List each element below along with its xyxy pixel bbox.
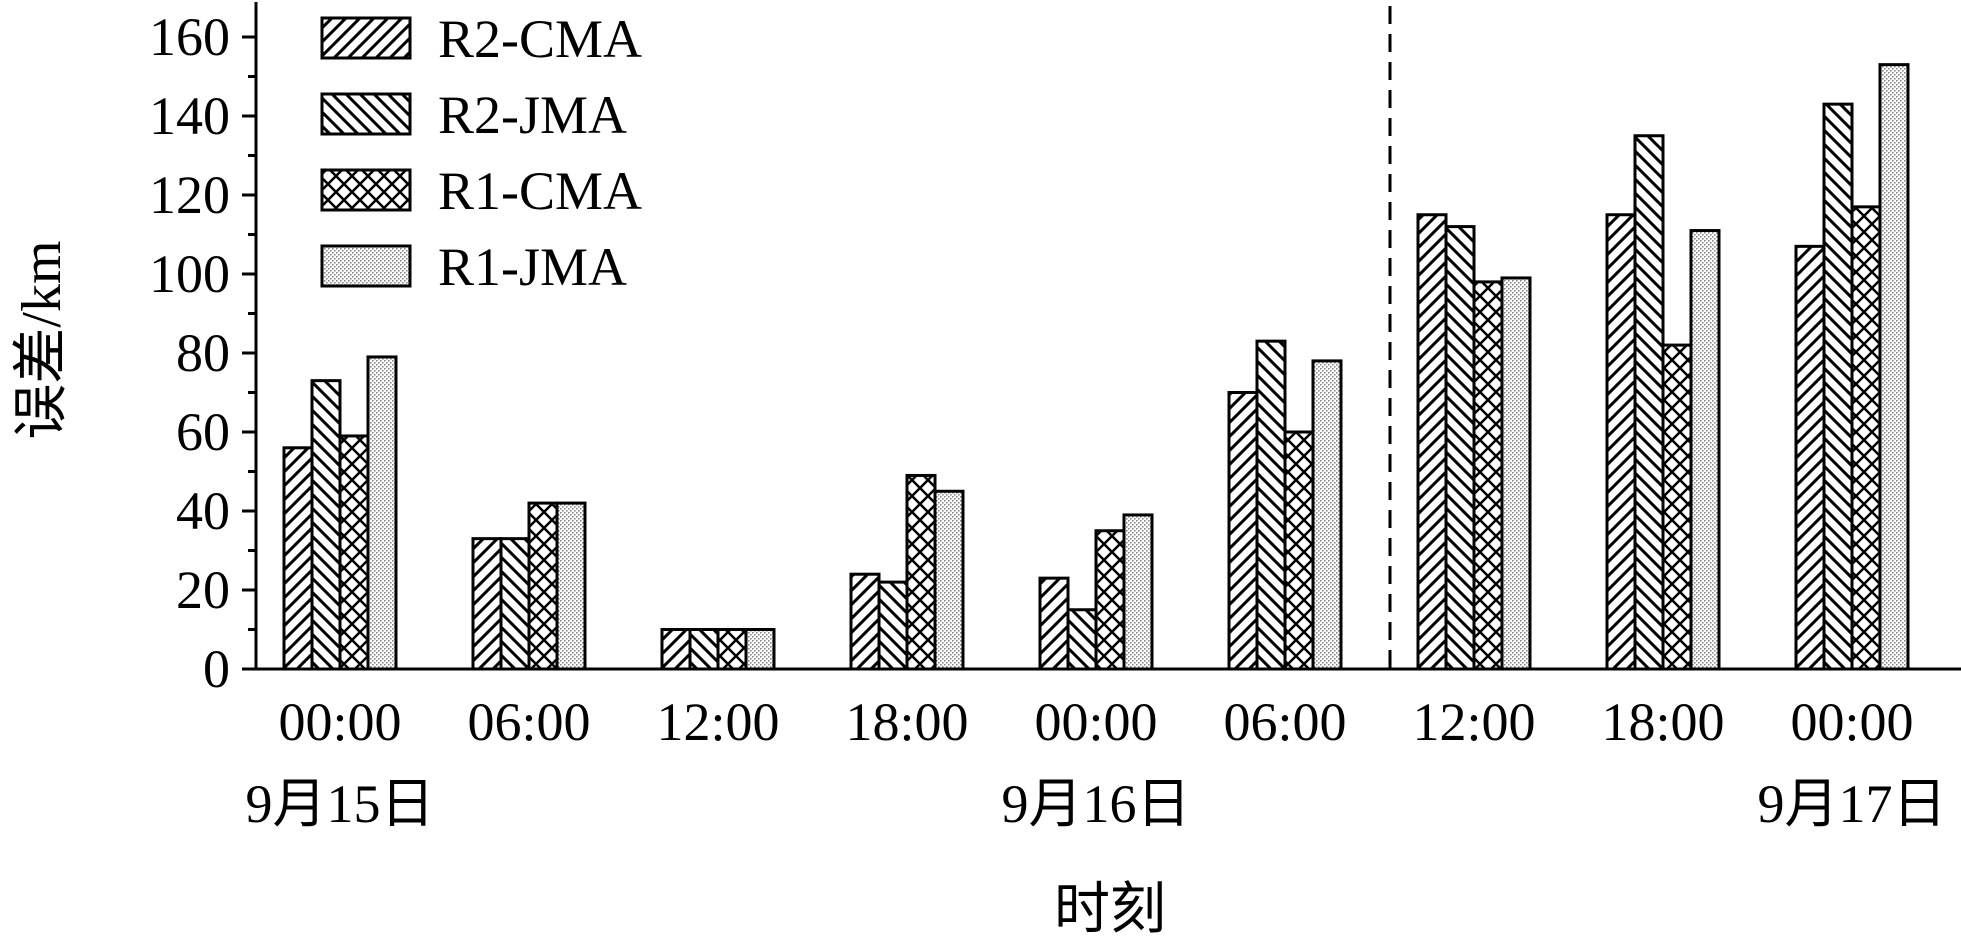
legend-swatch-r2-cma	[320, 16, 412, 60]
date-label: 9月15日	[246, 774, 435, 834]
x-tick-label: 06:00	[1223, 692, 1346, 752]
date-label: 9月17日	[1758, 774, 1947, 834]
bar-r2-cma-8	[1794, 244, 1826, 671]
bar-r2-cma-4	[1038, 576, 1070, 671]
bar-r1-cma-3	[905, 473, 937, 671]
x-tick-label: 18:00	[1601, 692, 1724, 752]
y-tick-label: 80	[176, 323, 230, 383]
legend-label: R2-CMA	[438, 9, 642, 69]
bar-r2-cma-1	[471, 537, 503, 671]
legend-label: R1-CMA	[438, 161, 642, 221]
legend-swatch-r1-jma	[320, 244, 412, 288]
bar-r1-jma-4	[1122, 513, 1154, 671]
bar-r2-jma-4	[1066, 608, 1098, 671]
legend: R2-CMA R2-JMA R1-CMA R1-JMA	[320, 9, 642, 297]
x-tick-label: 12:00	[656, 692, 779, 752]
x-tick-label: 12:00	[1412, 692, 1535, 752]
bar-r2-jma-5	[1255, 339, 1287, 671]
legend-label: R2-JMA	[438, 85, 627, 145]
bar-r1-cma-0	[338, 434, 370, 671]
y-tick-label: 140	[149, 86, 230, 146]
bar-r1-jma-8	[1878, 63, 1910, 671]
bar-r1-jma-2	[744, 628, 776, 671]
bar-r1-cma-8	[1850, 205, 1882, 671]
y-tick-label: 100	[149, 244, 230, 304]
legend-label: R1-JMA	[438, 237, 627, 297]
bar-r2-cma-5	[1227, 391, 1259, 671]
bar-r2-cma-3	[849, 572, 881, 671]
bars	[282, 63, 1910, 671]
y-axis-ticks: 0 20 40 60 80 100 120 140 160	[149, 7, 256, 699]
x-tick-label: 18:00	[845, 692, 968, 752]
legend-swatch-r2-jma	[320, 92, 412, 136]
bar-r1-cma-1	[527, 501, 559, 671]
bar-r2-jma-7	[1633, 134, 1665, 671]
bar-r1-jma-3	[933, 489, 965, 671]
y-tick-label: 0	[203, 639, 230, 699]
bar-r1-jma-5	[1311, 359, 1343, 671]
bar-r2-jma-1	[499, 537, 531, 671]
x-tick-label: 00:00	[278, 692, 401, 752]
y-tick-label: 40	[176, 481, 230, 541]
bar-r2-jma-3	[877, 580, 909, 671]
bar-r1-cma-4	[1094, 529, 1126, 671]
bar-r2-cma-7	[1605, 213, 1637, 671]
bar-r2-cma-2	[660, 628, 692, 671]
bar-r1-cma-5	[1283, 430, 1315, 671]
bar-r2-jma-2	[688, 628, 720, 671]
y-axis-label: 误差/km	[11, 240, 73, 439]
x-tick-label: 06:00	[467, 692, 590, 752]
y-tick-label: 20	[176, 560, 230, 620]
bar-r2-jma-0	[310, 379, 342, 671]
y-tick-label: 60	[176, 402, 230, 462]
y-tick-label: 120	[149, 165, 230, 225]
bar-r2-cma-0	[282, 446, 314, 671]
x-tick-label: 00:00	[1034, 692, 1157, 752]
bar-r1-jma-1	[555, 501, 587, 671]
bar-r1-jma-0	[366, 355, 398, 671]
bar-r1-cma-6	[1472, 280, 1504, 671]
bar-r2-jma-8	[1822, 102, 1854, 671]
date-label: 9月16日	[1002, 774, 1191, 834]
bar-r1-cma-2	[716, 628, 748, 671]
bar-r2-cma-6	[1416, 213, 1448, 671]
y-tick-label: 160	[149, 7, 230, 67]
bar-r1-cma-7	[1661, 343, 1693, 671]
bar-r2-jma-6	[1444, 225, 1476, 671]
x-axis-ticks: 00:00 06:00 12:00 18:00 00:00 06:00 12:00 18:00…	[246, 692, 1947, 834]
bar-r1-jma-7	[1689, 229, 1721, 671]
x-tick-label: 00:00	[1790, 692, 1913, 752]
legend-swatch-r1-cma	[320, 168, 412, 212]
x-axis-label: 时刻	[1054, 879, 1166, 941]
bar-r1-jma-6	[1500, 276, 1532, 671]
